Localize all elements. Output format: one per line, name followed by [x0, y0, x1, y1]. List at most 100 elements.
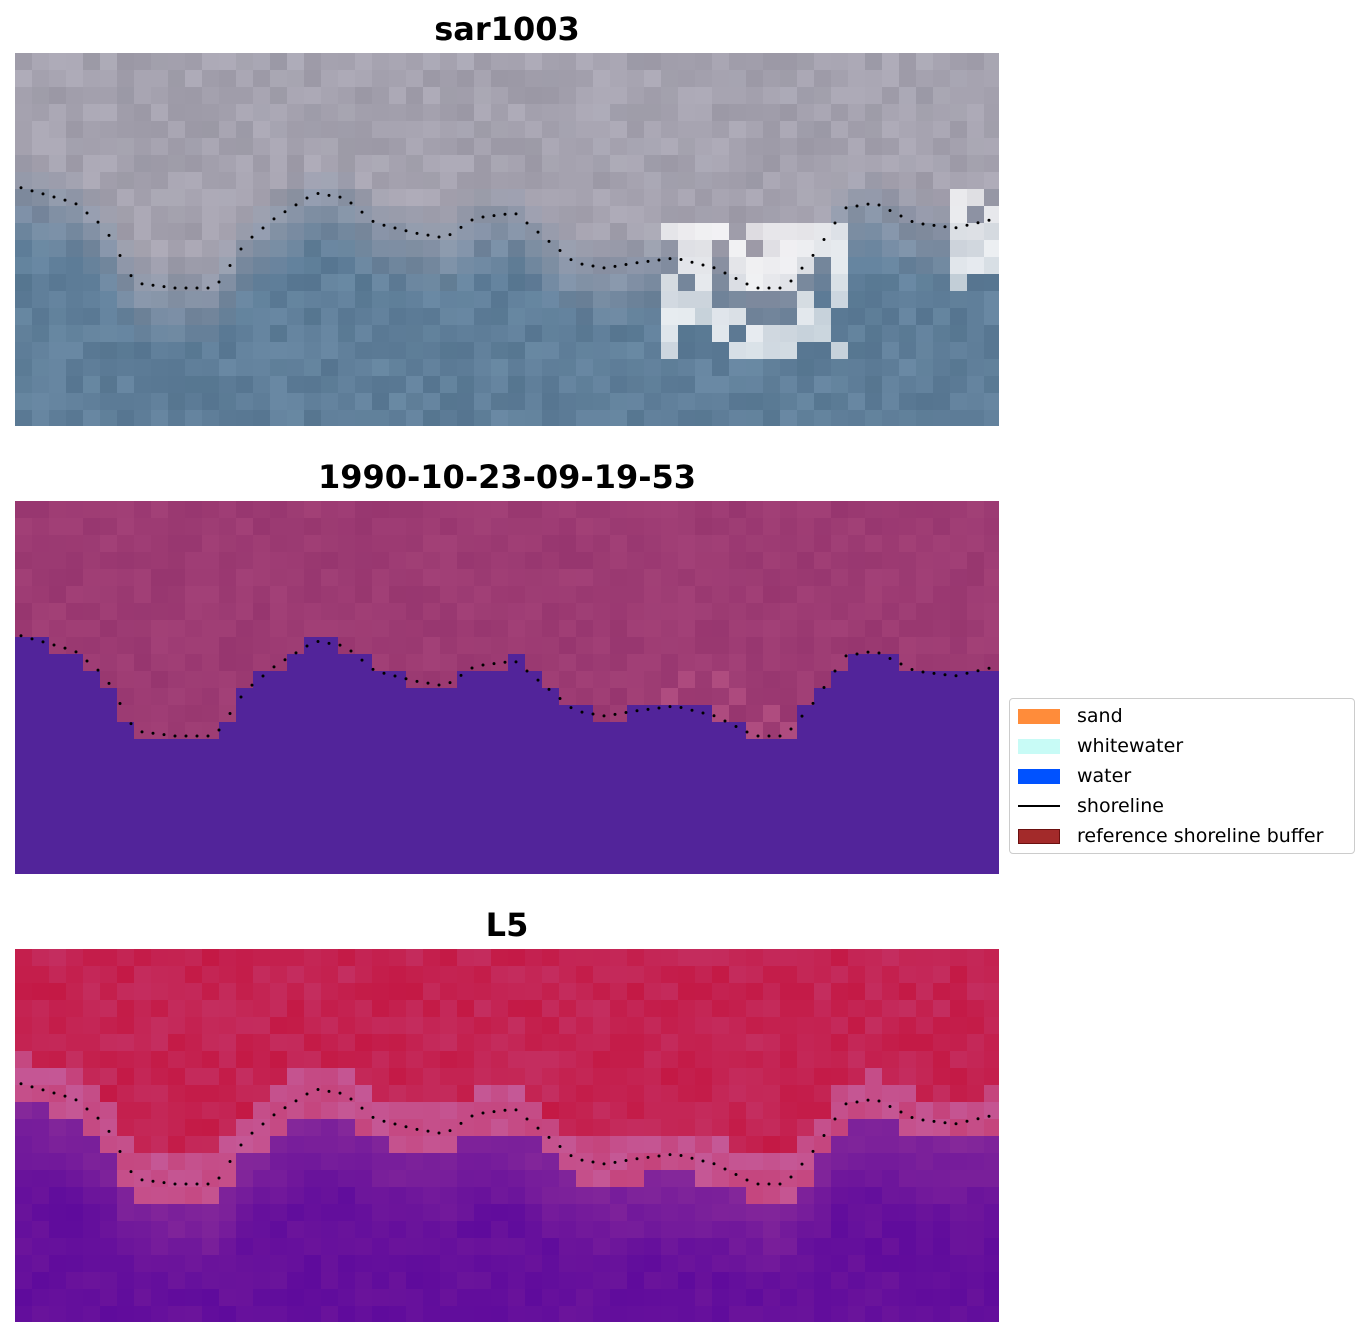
pixel-cell — [848, 1221, 866, 1239]
pixel-cell — [542, 342, 560, 360]
pixel-cell — [202, 342, 220, 360]
pixel-cell — [576, 70, 594, 88]
shoreline-dot — [173, 286, 177, 290]
pixel-cell — [185, 966, 203, 984]
pixel-cell — [593, 841, 611, 859]
pixel-cell — [797, 274, 815, 292]
pixel-cell — [202, 1102, 220, 1120]
pixel-cell — [610, 637, 628, 655]
pixel-cell — [644, 569, 662, 587]
pixel-cell — [712, 274, 730, 292]
pixel-cell — [457, 1034, 475, 1052]
pixel-cell — [814, 393, 832, 411]
pixel-cell — [814, 274, 832, 292]
pixel-cell — [848, 501, 866, 519]
pixel-cell — [763, 1068, 781, 1086]
pixel-cell — [355, 1051, 373, 1069]
pixel-cell — [117, 637, 135, 655]
pixel-cell — [916, 274, 934, 292]
pixel-cell — [644, 1221, 662, 1239]
pixel-cell — [389, 1238, 407, 1256]
pixel-cell — [491, 87, 509, 105]
pixel-cell — [763, 155, 781, 173]
pixel-cell — [202, 1238, 220, 1256]
pixel-cell — [678, 552, 696, 570]
pixel-cell — [950, 841, 968, 859]
pixel-cell — [593, 87, 611, 105]
pixel-cell — [457, 1000, 475, 1018]
pixel-cell — [134, 1085, 152, 1103]
pixel-cell — [287, 1187, 305, 1205]
pixel-cell — [32, 552, 50, 570]
pixel-cell — [780, 257, 798, 275]
pixel-cell — [406, 966, 424, 984]
pixel-cell — [338, 1000, 356, 1018]
pixel-cell — [576, 807, 594, 825]
pixel-cell — [355, 104, 373, 122]
pixel-cell — [593, 410, 611, 426]
pixel-cell — [491, 308, 509, 326]
pixel-cell — [525, 342, 543, 360]
pixel-cell — [151, 637, 169, 655]
pixel-cell — [287, 983, 305, 1001]
pixel-cell — [729, 603, 747, 621]
pixel-cell — [134, 325, 152, 343]
pixel-cell — [695, 688, 713, 706]
pixel-cell — [185, 325, 203, 343]
pixel-cell — [389, 87, 407, 105]
pixel-cell — [304, 172, 322, 190]
pixel-cell — [134, 1051, 152, 1069]
pixel-cell — [372, 1119, 390, 1137]
pixel-cell — [559, 1204, 577, 1222]
shoreline-dot — [712, 1162, 716, 1166]
pixel-cell — [882, 949, 900, 967]
pixel-cell — [763, 342, 781, 360]
pixel-cell — [474, 983, 492, 1001]
pixel-cell — [525, 1051, 543, 1069]
pixel-cell — [644, 291, 662, 309]
pixel-cell — [287, 1238, 305, 1256]
pixel-cell — [15, 325, 33, 343]
pixel-cell — [406, 121, 424, 139]
pixel-cell — [117, 569, 135, 587]
pixel-cell — [525, 552, 543, 570]
shoreline-dot — [74, 650, 78, 654]
pixel-cell — [950, 206, 968, 224]
pixel-cell — [100, 1238, 118, 1256]
pixel-cell — [236, 1238, 254, 1256]
pixel-cell — [32, 722, 50, 740]
pixel-cell — [117, 70, 135, 88]
pixel-cell — [899, 518, 917, 536]
pixel-cell — [882, 1051, 900, 1069]
pixel-cell — [933, 824, 951, 842]
pixel-cell — [202, 121, 220, 139]
pixel-cell — [763, 274, 781, 292]
pixel-cell — [831, 841, 849, 859]
pixel-cell — [712, 376, 730, 394]
pixel-cell — [474, 756, 492, 774]
shoreline-dot — [624, 263, 628, 266]
shoreline-dot — [943, 673, 947, 677]
shoreline-dot — [624, 711, 628, 714]
shoreline-dot — [162, 733, 166, 737]
pixel-cell — [32, 1051, 50, 1069]
pixel-cell — [661, 1170, 679, 1188]
pixel-cell — [814, 223, 832, 241]
pixel-cell — [678, 1000, 696, 1018]
pixel-cell — [763, 393, 781, 411]
pixel-cell — [542, 501, 560, 519]
shoreline-dot — [371, 667, 375, 671]
pixel-cell — [984, 688, 999, 706]
pixel-cell — [236, 393, 254, 411]
pixel-cell — [661, 70, 679, 88]
pixel-cell — [100, 342, 118, 360]
pixel-cell — [457, 376, 475, 394]
pixel-cell — [15, 637, 33, 655]
pixel-cell — [882, 410, 900, 426]
pixel-cell — [423, 773, 441, 791]
pixel-cell — [899, 1085, 917, 1103]
pixel-cell — [423, 841, 441, 859]
pixel-cell — [66, 949, 84, 967]
pixel-cell — [202, 1153, 220, 1171]
pixel-cell — [746, 1170, 764, 1188]
